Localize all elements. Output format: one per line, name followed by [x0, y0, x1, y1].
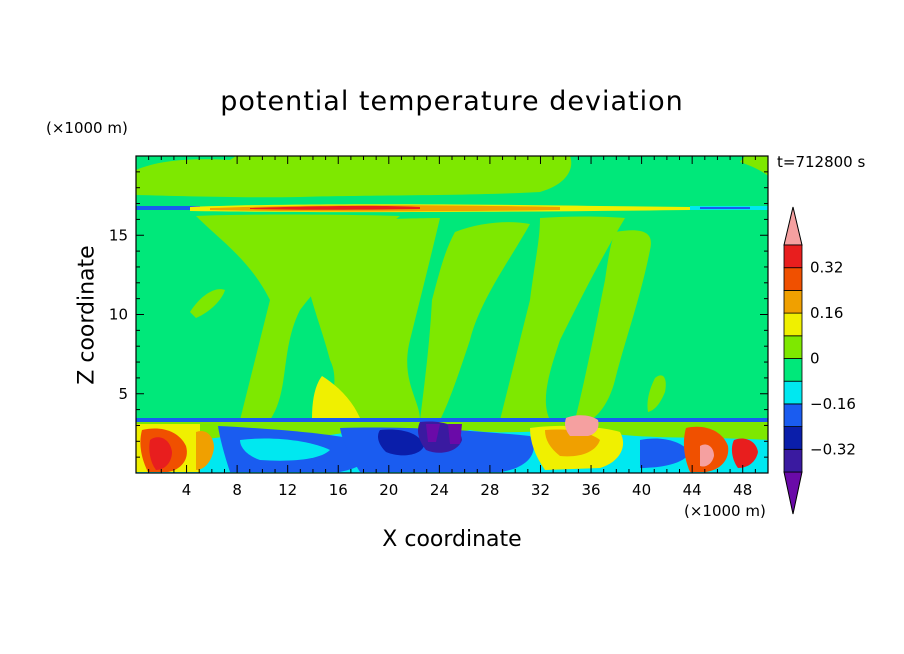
x-tick-label: 28	[480, 481, 499, 499]
colorbar-segment	[783, 426, 803, 450]
colorbar-segment	[783, 335, 803, 359]
z-axis-unit: (×1000 m)	[46, 119, 128, 137]
x-axis-unit: (×1000 m)	[684, 502, 766, 520]
colorbar-segment	[783, 312, 803, 337]
peak-cell	[565, 415, 599, 436]
colorbar-tick-label: −0.16	[810, 395, 856, 413]
boundary-top-line	[136, 418, 768, 422]
x-tick-label: 36	[581, 481, 600, 499]
yellow-plume	[312, 376, 360, 418]
x-tick-label: 20	[379, 481, 398, 499]
x-tick-label: 44	[683, 481, 702, 499]
warm-core-left	[149, 437, 172, 470]
cold-core-4	[448, 424, 462, 444]
plume-center	[420, 222, 530, 420]
colorbar-tick-label: 0	[810, 350, 820, 368]
x-tick-label: 4	[182, 481, 192, 499]
cold-core-3	[426, 424, 440, 442]
colorbar-tick-label: 0.16	[810, 304, 843, 322]
colorbar: 0.32 0.16 0 −0.16 −0.32	[783, 206, 856, 515]
cold-region-right	[640, 438, 690, 468]
x-tick-label: 40	[632, 481, 651, 499]
colorbar-segment	[783, 289, 803, 314]
colorbar-segment	[783, 267, 803, 291]
x-tick-label: 16	[329, 481, 348, 499]
small-patch-right	[647, 375, 666, 412]
cyan-pocket	[240, 438, 330, 461]
cold-core-1	[378, 429, 424, 456]
warm-cell-far-right	[731, 438, 758, 468]
plume-left	[196, 214, 400, 420]
z-tick-label: 10	[109, 306, 128, 324]
x-tick-label: 8	[232, 481, 242, 499]
small-patch	[190, 289, 225, 318]
plume-right	[575, 230, 651, 420]
x-tick-label: 48	[733, 481, 752, 499]
colorbar-segment	[783, 358, 803, 382]
upper-layer-blue-left	[136, 206, 200, 210]
z-axis-ticks: 5 10 15	[109, 171, 768, 458]
upper-layer-red	[250, 205, 420, 210]
upper-layer-blue-right	[700, 207, 750, 209]
warm-cell-center	[545, 429, 600, 457]
top-right-positive	[740, 156, 768, 176]
colorbar-segment	[783, 403, 803, 427]
warm-cell-left-2	[196, 430, 214, 470]
x-axis-label: X coordinate	[382, 527, 522, 552]
time-label: t=712800 s	[777, 153, 866, 171]
chart-title: potential temperature deviation	[220, 86, 684, 117]
z-tick-label: 15	[109, 226, 128, 244]
plume-center-left	[300, 218, 440, 420]
colorbar-extend-high	[783, 206, 803, 246]
plume-center-right	[500, 216, 625, 420]
colorbar-segment	[783, 244, 803, 269]
colorbar-tick-label: −0.32	[810, 440, 856, 458]
x-axis-ticks: 4 8 12 16 20 24 28 32 36 40 44 48	[148, 156, 756, 499]
colorbar-segment	[783, 380, 803, 405]
top-positive-region	[136, 156, 572, 198]
x-tick-label: 12	[278, 481, 297, 499]
contour-field	[136, 156, 768, 473]
colorbar-segment	[783, 448, 803, 473]
z-tick-label: 5	[118, 385, 128, 403]
colorbar-tick-label: 0.32	[810, 259, 843, 277]
x-tick-label: 32	[531, 481, 550, 499]
x-tick-label: 24	[430, 481, 449, 499]
colorbar-extend-low	[783, 471, 803, 515]
warm-core-right	[700, 444, 714, 467]
